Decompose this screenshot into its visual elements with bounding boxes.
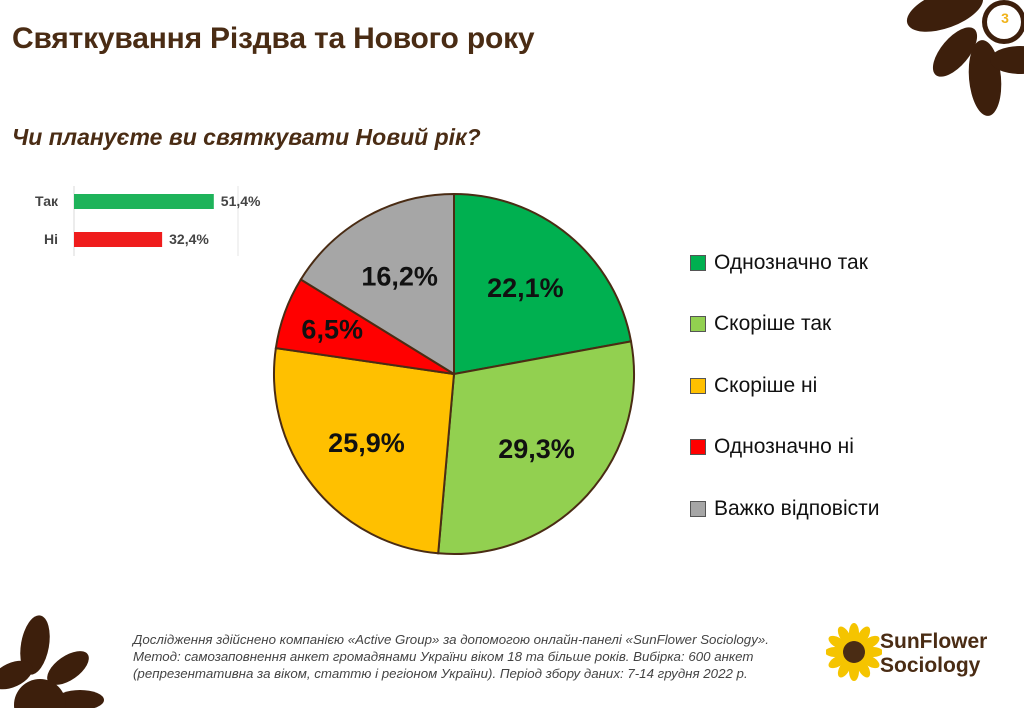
legend-label: Однозначно так bbox=[714, 250, 868, 274]
survey-question: Чи плануєте ви святкувати Новий рік? bbox=[12, 124, 481, 150]
legend-item: Однозначно так bbox=[690, 232, 879, 294]
pie-value-label-hard-to-say: 16,2% bbox=[361, 262, 438, 292]
legend-item: Скоріше ні bbox=[690, 355, 879, 417]
logo-text-line1: SunFlower bbox=[880, 630, 988, 653]
pie-legend: Однозначно так Скоріше так Скоріше ні Од… bbox=[690, 232, 879, 540]
corner-sunflower-top-right bbox=[906, 0, 1024, 116]
legend-swatch bbox=[690, 316, 706, 333]
pie-slice-rather-no bbox=[273, 346, 456, 555]
sunflower-logo-icon bbox=[826, 623, 882, 681]
pie-value-label-definitely-yes: 22,1% bbox=[487, 273, 564, 303]
legend-swatch bbox=[690, 500, 706, 517]
legend-item: Однозначно ні bbox=[690, 417, 879, 479]
legend-label: Однозначно ні bbox=[714, 435, 854, 459]
bar-yes bbox=[74, 194, 214, 209]
pie-value-label-rather-yes: 29,3% bbox=[498, 434, 575, 464]
pie-value-label-rather-no: 25,9% bbox=[328, 428, 405, 458]
corner-sunflower-bottom-left bbox=[0, 615, 104, 708]
legend-label: Скоріше так bbox=[714, 312, 832, 336]
pie-slice-definitely-yes bbox=[453, 192, 633, 376]
methodology-footnote: Дослідження здійснено компанією «Active … bbox=[133, 632, 769, 681]
legend-swatch bbox=[690, 439, 706, 456]
legend-swatch bbox=[690, 254, 706, 271]
bar-value-yes: 51,4% bbox=[221, 193, 261, 209]
legend-item: Скоріше так bbox=[690, 294, 879, 356]
page-title: Святкування Різдва та Нового року bbox=[12, 22, 535, 55]
pie-slice-hard-to-say bbox=[299, 192, 455, 376]
logo-text: SunFlower Sociology bbox=[880, 630, 987, 678]
legend-label: Скоріше ні bbox=[714, 373, 818, 397]
pie-slice-rather-yes bbox=[437, 340, 635, 555]
logo-text-line2: Sociology bbox=[880, 654, 981, 677]
legend-item: Важко відповісти bbox=[690, 478, 879, 540]
bar-category-label-yes: Так bbox=[35, 193, 59, 209]
legend-label: Важко відповісти bbox=[714, 496, 880, 520]
bar-value-no: 32,4% bbox=[169, 231, 209, 247]
page-number: 3 bbox=[1001, 10, 1009, 26]
pie-value-label-definitely-no: 6,5% bbox=[301, 315, 363, 345]
legend-swatch bbox=[690, 377, 706, 394]
bar-no bbox=[74, 232, 163, 247]
bar-category-label-no: Ні bbox=[44, 231, 58, 247]
